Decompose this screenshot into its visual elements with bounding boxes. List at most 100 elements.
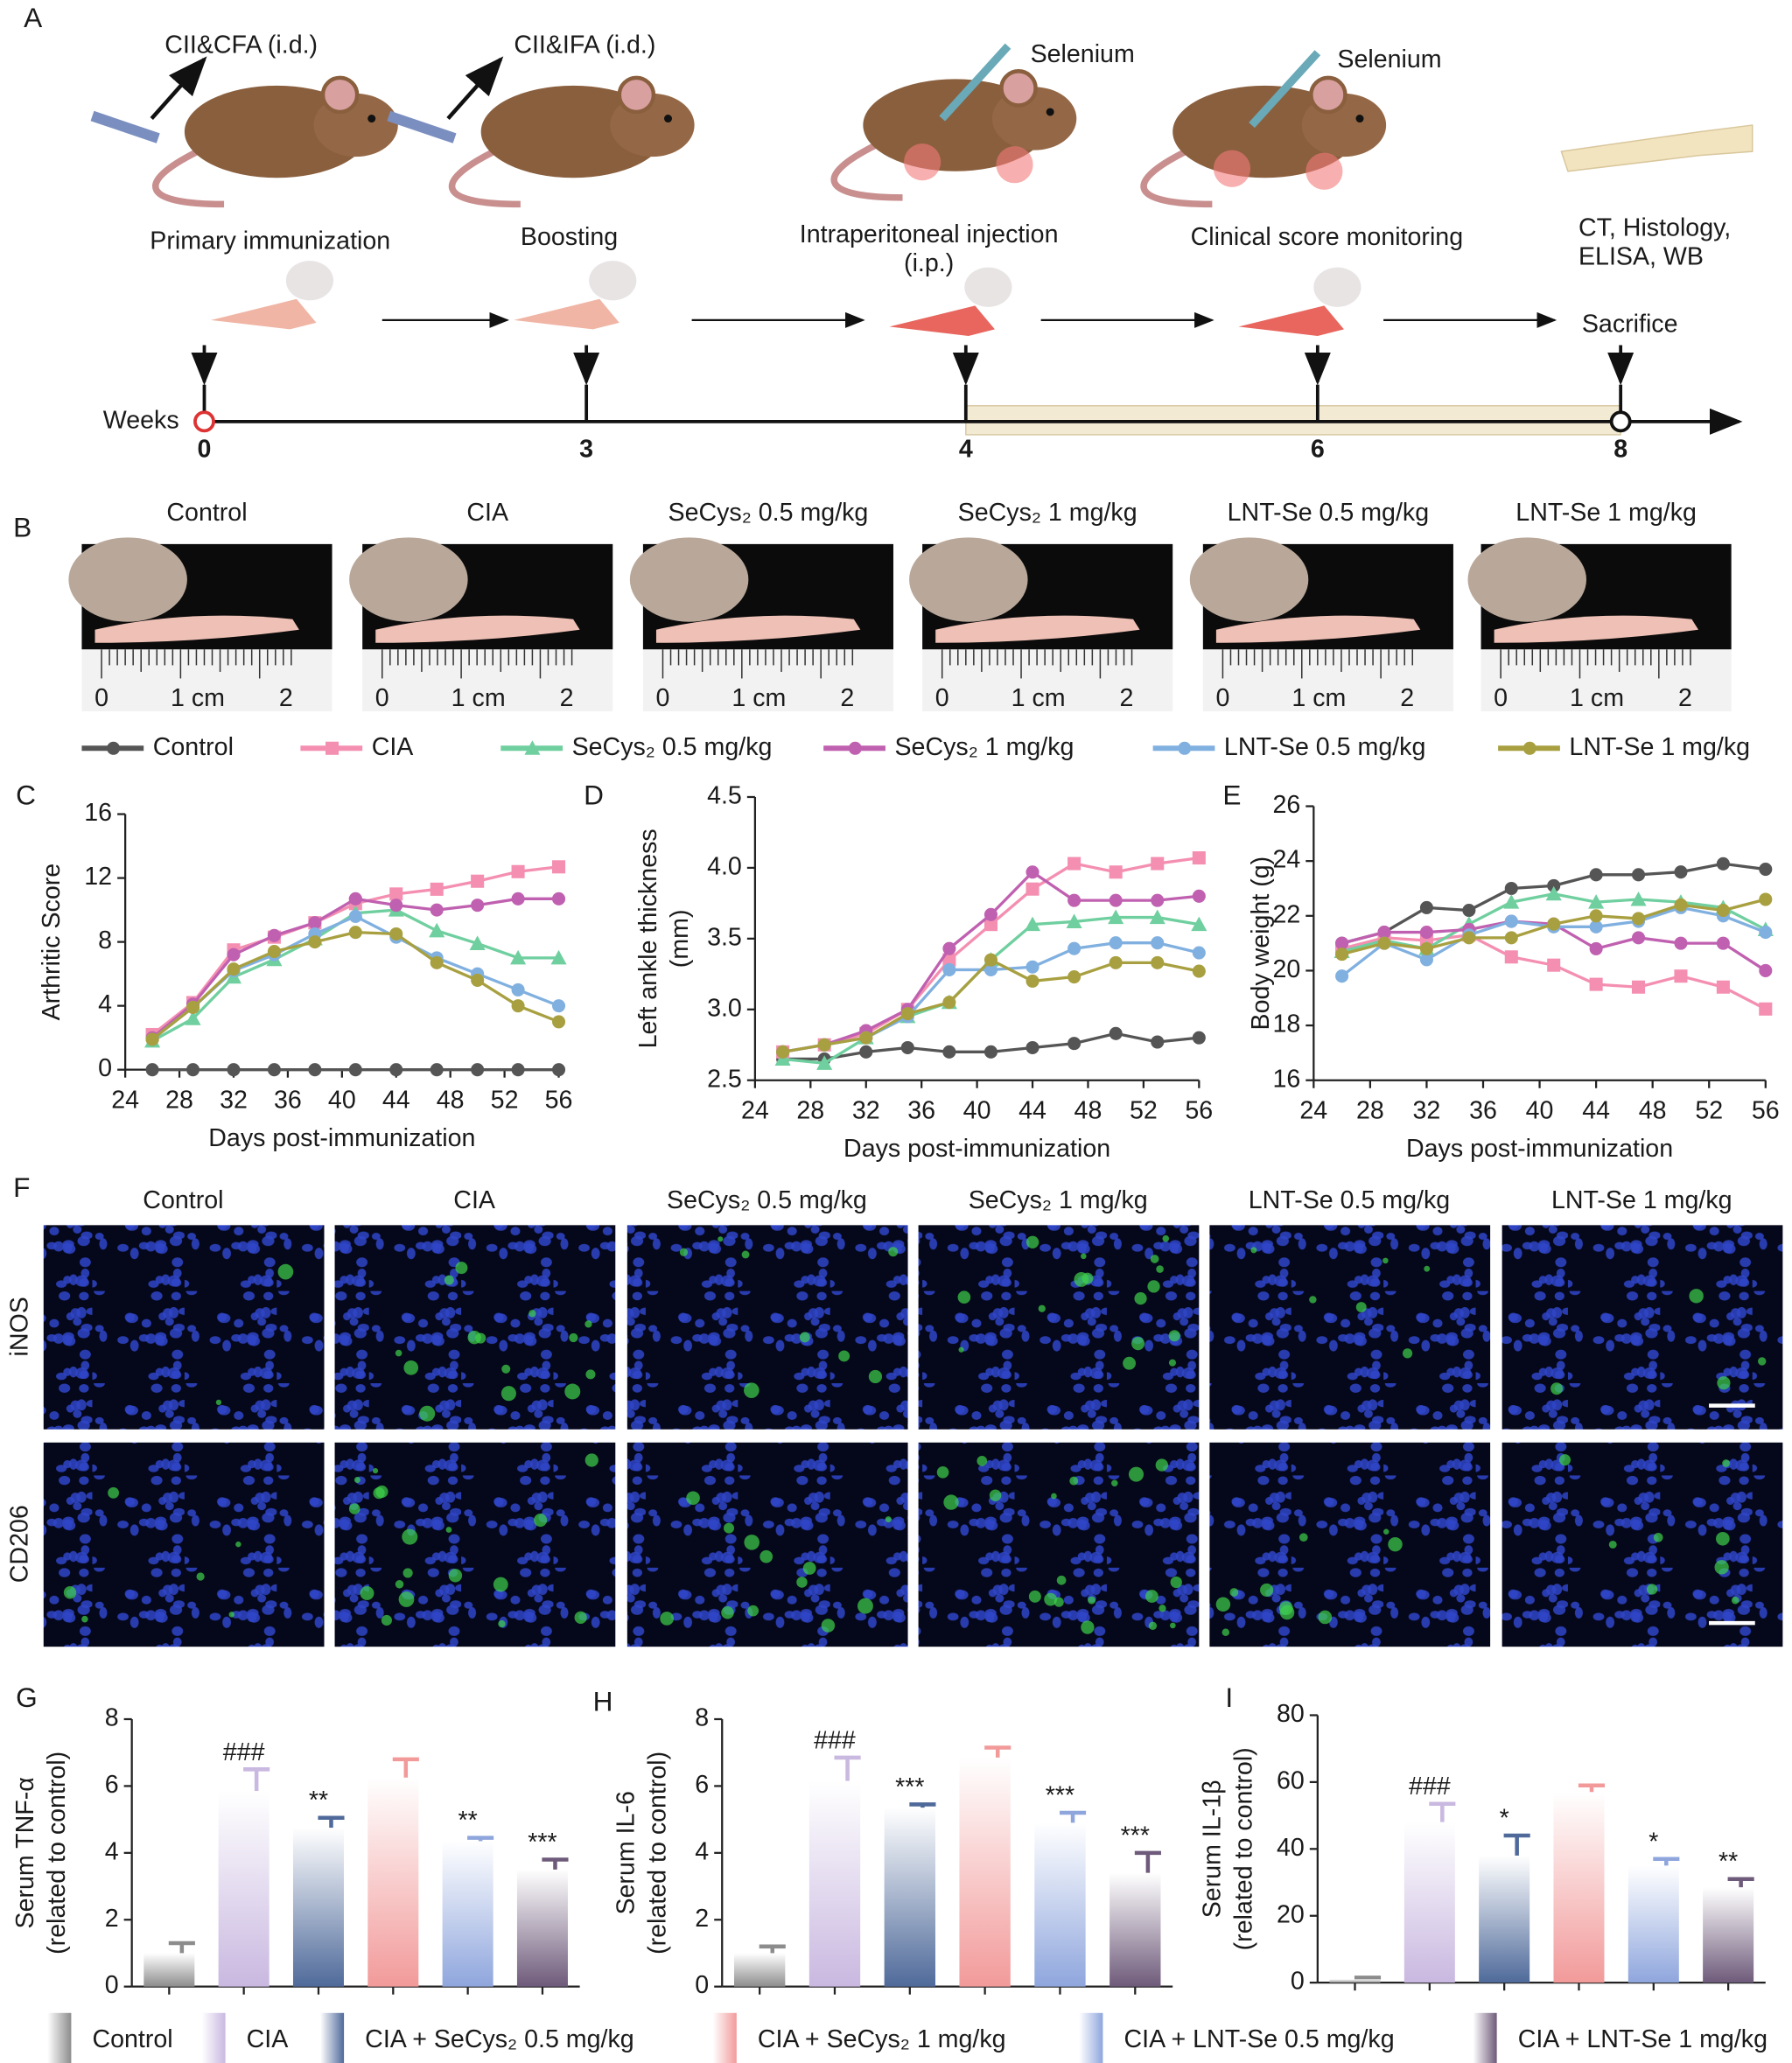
group-label: SeCys₂ 0.5 mg/kg xyxy=(668,499,869,527)
green-signal xyxy=(888,1247,899,1257)
y-axis-label: Serum IL-1β xyxy=(1198,1780,1226,1918)
marker xyxy=(1674,865,1688,879)
marker xyxy=(984,1045,998,1059)
y-tick-label: 16 xyxy=(84,799,112,827)
green-signal xyxy=(448,1569,463,1583)
significance-label: * xyxy=(1648,1828,1658,1856)
bar xyxy=(1110,1872,1161,1987)
bar xyxy=(144,1953,195,1987)
green-signal xyxy=(1714,1560,1729,1575)
green-signal xyxy=(1402,1348,1413,1359)
marker xyxy=(1026,882,1040,896)
green-signal xyxy=(1082,1272,1094,1284)
injection-label: Selenium xyxy=(1337,45,1441,73)
x-tick-label: 44 xyxy=(1018,1096,1046,1124)
week-label: 8 xyxy=(1614,436,1628,464)
marker xyxy=(1632,912,1646,926)
marker xyxy=(1716,936,1730,950)
green-signal xyxy=(957,1290,971,1304)
micrograph xyxy=(626,1225,908,1430)
ruler-label: 0 xyxy=(94,684,108,712)
green-signal xyxy=(1757,1357,1767,1366)
x-tick-label: 32 xyxy=(220,1086,248,1114)
green-signal xyxy=(1088,1596,1096,1605)
marker xyxy=(186,1063,200,1077)
x-tick-label: 48 xyxy=(1074,1096,1102,1124)
legend-label: LNT-Se 0.5 mg/kg xyxy=(1224,733,1425,761)
green-signal xyxy=(1424,1265,1431,1272)
injection-label: Selenium xyxy=(1031,40,1135,68)
bar xyxy=(516,1869,568,1987)
mouse-tail xyxy=(152,148,225,208)
marker xyxy=(1716,904,1730,918)
y-tick-label: 0 xyxy=(105,1971,119,1999)
inflamed-paw xyxy=(996,146,1033,184)
marker xyxy=(1068,893,1082,907)
y-axis-label: Arthritic Score xyxy=(38,864,66,1021)
green-signal xyxy=(1355,1302,1367,1313)
mouse-eye xyxy=(663,115,673,123)
y-tick-label: 2.5 xyxy=(707,1065,742,1093)
y-tick-label: 4.0 xyxy=(707,852,742,880)
end-marker xyxy=(1609,410,1632,433)
green-signal xyxy=(799,1332,810,1343)
legend-swatch xyxy=(201,2012,226,2063)
marker xyxy=(1759,863,1773,877)
marker xyxy=(1192,851,1206,865)
marker xyxy=(1192,1031,1206,1045)
ruler-label: 2 xyxy=(1120,684,1134,712)
green-signal xyxy=(744,1535,760,1550)
panel-label: D xyxy=(584,779,604,810)
marker xyxy=(267,1063,281,1077)
green-signal xyxy=(398,1591,415,1607)
ruler xyxy=(642,649,893,712)
green-signal xyxy=(1299,1533,1308,1542)
green-signal xyxy=(584,1453,598,1467)
marker xyxy=(186,1000,200,1014)
green-signal xyxy=(498,1619,506,1628)
y-tick-label: 3.5 xyxy=(707,923,742,951)
green-signal xyxy=(1229,1588,1239,1597)
y-tick-label: 0 xyxy=(98,1054,112,1082)
marker xyxy=(848,741,862,755)
green-signal xyxy=(760,1549,774,1563)
x-axis-label: Days post-immunization xyxy=(1406,1135,1673,1163)
marker xyxy=(1109,936,1123,950)
marker xyxy=(348,926,362,940)
bar xyxy=(1404,1822,1455,1983)
green-signal xyxy=(348,1503,360,1514)
green-signal xyxy=(277,1263,294,1280)
fur xyxy=(1467,537,1587,622)
marker xyxy=(1589,920,1603,934)
ruler xyxy=(922,649,1173,712)
marker xyxy=(430,882,444,896)
green-signal xyxy=(1156,1265,1164,1273)
marker xyxy=(1462,904,1476,918)
green-signal xyxy=(1147,1280,1160,1293)
green-signal xyxy=(569,1332,578,1343)
marker xyxy=(1589,909,1603,923)
green-signal xyxy=(395,1580,404,1589)
marker xyxy=(1109,893,1123,907)
marker xyxy=(1377,926,1391,940)
marker xyxy=(389,899,403,913)
green-signal xyxy=(455,1262,468,1275)
mouse-tail xyxy=(1140,148,1213,208)
row-label: CD206 xyxy=(6,1505,34,1583)
y-tick-label: 40 xyxy=(1277,1834,1305,1862)
marker xyxy=(1151,1035,1165,1049)
green-signal xyxy=(1081,1253,1087,1260)
legend-label: CIA xyxy=(247,2025,290,2053)
mouse-ear xyxy=(999,69,1038,108)
marker xyxy=(1589,941,1603,955)
green-signal xyxy=(718,1236,724,1242)
marker xyxy=(1149,909,1166,925)
marker xyxy=(107,741,121,755)
green-signal xyxy=(1169,1622,1176,1629)
legend-swatch xyxy=(1473,2012,1497,2063)
micrograph xyxy=(1502,1442,1783,1647)
marker xyxy=(471,973,485,987)
marker xyxy=(326,741,340,755)
legend-label: SeCys₂ 1 mg/kg xyxy=(894,733,1074,761)
marker xyxy=(430,903,444,917)
